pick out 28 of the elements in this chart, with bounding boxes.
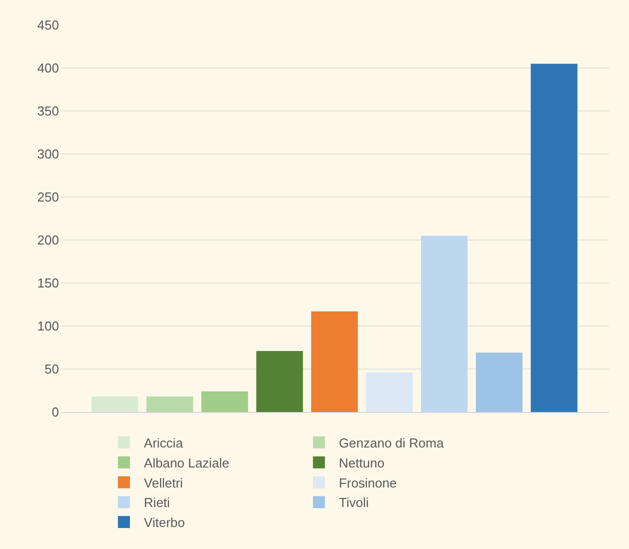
y-tick-label: 150 <box>37 276 59 291</box>
y-tick-label: 400 <box>37 60 59 76</box>
bar <box>476 352 523 412</box>
y-tick-label: 50 <box>44 362 59 377</box>
legend-label: Rieti <box>144 495 170 510</box>
legend-label: Ariccia <box>144 436 184 450</box>
legend-label: Velletri <box>144 475 184 490</box>
legend-label: Frosinone <box>338 475 397 490</box>
y-tick-label: 250 <box>37 190 59 205</box>
bar <box>311 311 358 412</box>
y-tick-label: 100 <box>37 318 59 334</box>
y-tick-label: 450 <box>37 18 59 33</box>
y-tick-label: 300 <box>37 146 59 162</box>
legend-label: Nettuno <box>338 455 384 470</box>
legend-label: Albano Laziale <box>144 455 230 470</box>
bar <box>92 396 138 412</box>
bar <box>201 391 248 412</box>
legend-label: Tivoli <box>338 495 369 510</box>
y-tick-label: 0 <box>52 404 59 420</box>
bar <box>146 396 194 412</box>
y-tick-label: 350 <box>37 104 59 119</box>
bar <box>256 350 303 412</box>
legend-label: Viterbo <box>144 515 185 530</box>
bar <box>530 64 578 412</box>
y-tick-label: 200 <box>37 232 59 248</box>
legend-label: Genzano di Roma <box>338 436 444 450</box>
bar <box>420 236 468 412</box>
bar <box>366 372 413 412</box>
